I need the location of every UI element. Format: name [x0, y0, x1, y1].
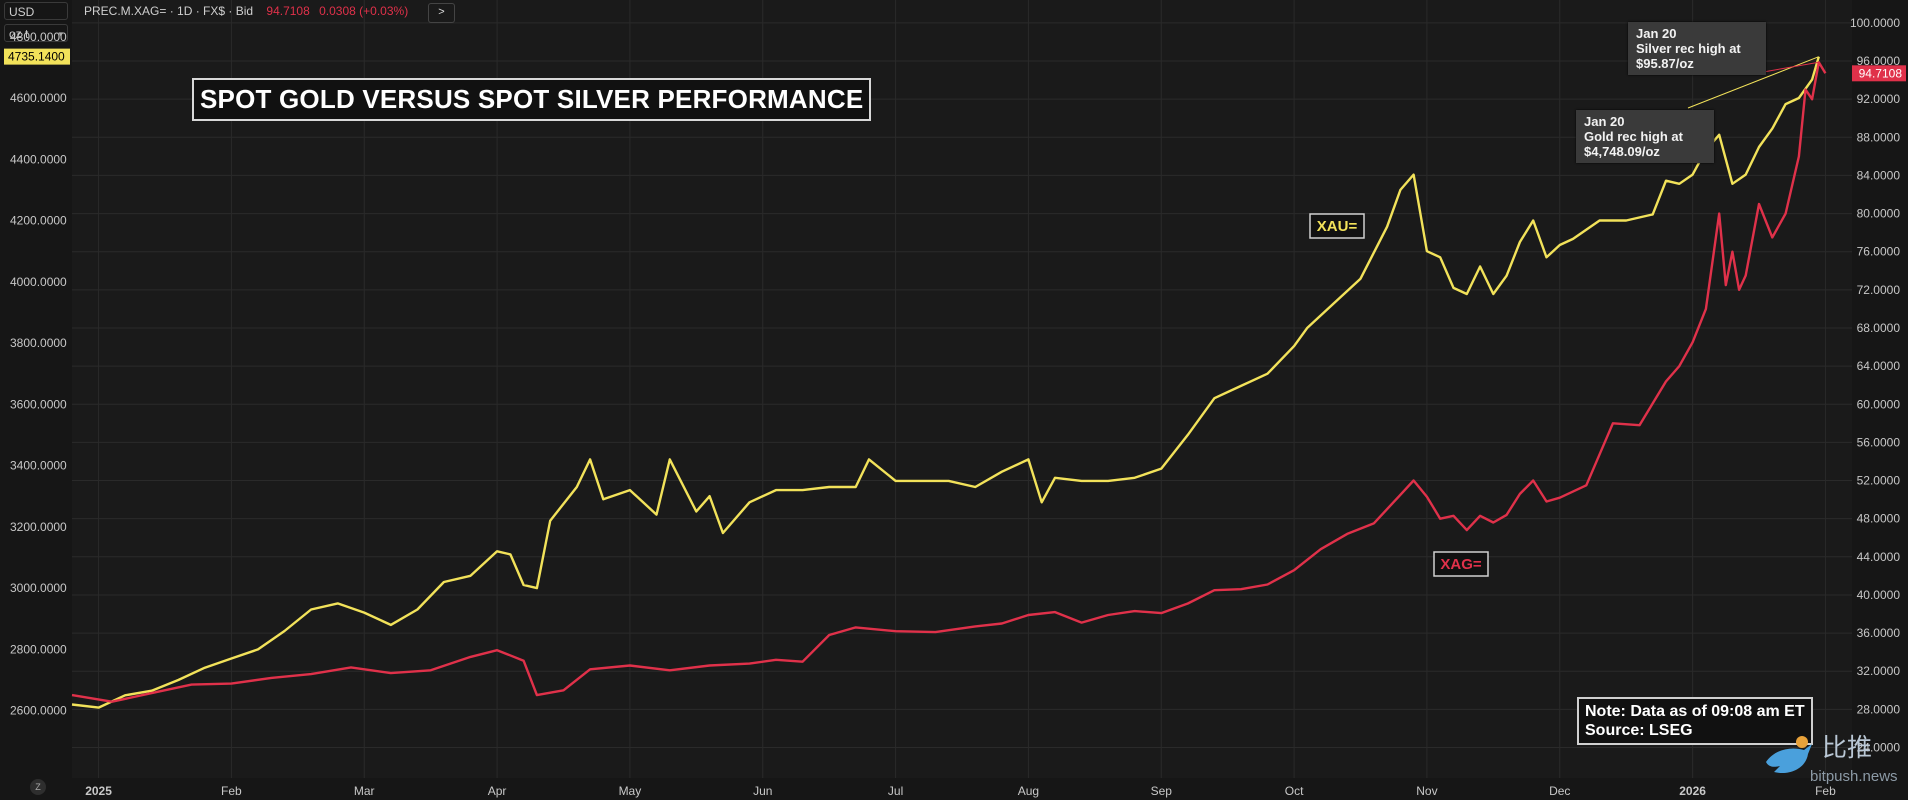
x-axis-tick: Jun: [753, 784, 772, 798]
currency-selector[interactable]: USD: [4, 2, 68, 20]
expand-legend-button[interactable]: >: [428, 3, 455, 23]
left-axis-tick: 3000.0000: [10, 581, 67, 595]
right-axis-tick: 36.0000: [1857, 626, 1901, 640]
silver-series-label: XAG=: [1440, 556, 1482, 573]
right-axis-tick: 96.0000: [1857, 54, 1901, 68]
left-axis-tick: 4000.0000: [10, 275, 67, 289]
watermark-cn: 比推: [1822, 734, 1873, 762]
left-axis-tick: 4800.0000: [10, 30, 67, 44]
silver-ann-date: Jan 20: [1636, 26, 1677, 41]
series-lines: [71, 56, 1827, 709]
silver-series-line: [71, 61, 1827, 703]
gold-last-value-badge: [4, 48, 70, 65]
silver-record-annotation: Jan 20 Silver rec high at $95.87/oz: [1628, 22, 1766, 75]
x-axis-tick: May: [619, 784, 642, 798]
left-axis-tick: 4600.0000: [10, 91, 67, 105]
gold-series-label: XAU=: [1317, 218, 1358, 235]
right-axis-tick: 44.0000: [1857, 550, 1901, 564]
right-axis-tick: 68.0000: [1857, 321, 1901, 335]
right-axis-tick: 88.0000: [1857, 130, 1901, 144]
right-axis-tick: 80.0000: [1857, 207, 1901, 221]
watermark-site: bitpush.news: [1810, 768, 1898, 785]
right-axis-panel: [1852, 0, 1908, 800]
right-axis-tick: 60.0000: [1857, 397, 1901, 411]
x-axis-tick: Dec: [1549, 784, 1570, 798]
x-axis-tick: Nov: [1416, 784, 1437, 798]
gold-last-value: 4735.1400: [8, 50, 65, 64]
right-axis-tick: 40.0000: [1857, 588, 1901, 602]
unit-selector[interactable]: oz t ▾: [4, 24, 68, 42]
silver-last-value-badge: [1852, 65, 1906, 82]
right-axis-tick: 48.0000: [1857, 512, 1901, 526]
silver-last-value: 94.7108: [1859, 66, 1903, 80]
left-axis-tick: 3600.0000: [10, 397, 67, 411]
silver-ann-line1: Silver rec high at: [1636, 41, 1741, 56]
gold-annotation-connector: [1687, 56, 1819, 109]
time-axis-panel: [0, 778, 1908, 800]
right-axis-tick: 64.0000: [1857, 359, 1901, 373]
gold-record-annotation: Jan 20 Gold rec high at $4,748.09/oz: [1576, 110, 1714, 163]
gold-ann-date: Jan 20: [1584, 114, 1625, 129]
x-axis-tick: Feb: [1815, 784, 1836, 798]
left-axis-tick: 3400.0000: [10, 459, 67, 473]
unit-value: oz t: [9, 27, 29, 41]
note-line-2: Source: LSEG: [1585, 722, 1693, 739]
right-axis-tick: 84.0000: [1857, 168, 1901, 182]
gold-series-line: [71, 56, 1820, 709]
left-axis-tick: 4400.0000: [10, 152, 67, 166]
note-line-1: Note: Data as of 09:08 am ET: [1585, 703, 1805, 720]
gold-ann-line2: $4,748.09/oz: [1584, 144, 1660, 159]
right-axis-tick: 56.0000: [1857, 435, 1901, 449]
series-labels: XAU= XAG=: [1309, 213, 1489, 577]
watermark: 比推 bitpush.news: [1760, 728, 1900, 794]
x-axis-tick: Oct: [1285, 784, 1304, 798]
silver-series-label-box: [1433, 551, 1489, 577]
silver-ann-line2: $95.87/oz: [1636, 56, 1694, 71]
left-axis-tick: 2800.0000: [10, 642, 67, 656]
zoom-icon[interactable]: Z: [30, 779, 46, 795]
left-axis-tick: 2600.0000: [10, 704, 67, 718]
instrument-name: PREC.M.XAG= · 1D · FX$ · Bid: [84, 4, 254, 18]
page-title: SPOT GOLD VERSUS SPOT SILVER PERFORMANCE: [192, 78, 872, 121]
chevron-down-icon: ▾: [58, 29, 63, 39]
right-axis-tick: 72.0000: [1857, 283, 1901, 297]
last-price: 94.7108: [266, 4, 310, 18]
right-axis-tick: 76.0000: [1857, 245, 1901, 259]
gold-ann-line1: Gold rec high at: [1584, 129, 1683, 144]
left-axis-tick: 4200.0000: [10, 214, 67, 228]
bird-icon: [1766, 736, 1812, 774]
left-axis-panel: [0, 0, 72, 800]
chart-axes: 2600.0000 2800.0000 3000.0000 3200.0000 3400…: [4, 16, 1906, 798]
left-axis-tick: 3200.0000: [10, 520, 67, 534]
price-change: 0.0308 (+0.03%): [319, 4, 409, 18]
instrument-legend[interactable]: PREC.M.XAG= · 1D · FX$ · Bid 94.7108 0.0…: [84, 4, 408, 18]
currency-value: USD: [9, 5, 35, 19]
x-axis-tick: Mar: [354, 784, 375, 798]
right-axis-tick: 52.0000: [1857, 474, 1901, 488]
chevron-right-icon: >: [438, 6, 445, 18]
x-axis-tick: 2026: [1679, 784, 1706, 798]
right-axis-tick: 32.0000: [1857, 664, 1901, 678]
left-axis-tick: 3800.0000: [10, 336, 67, 350]
x-axis-tick: Feb: [221, 784, 242, 798]
x-axis-tick: Jul: [888, 784, 903, 798]
right-axis-tick: 28.0000: [1857, 702, 1901, 716]
x-axis-tick: Apr: [488, 784, 507, 798]
source-note: Note: Data as of 09:08 am ET Source: LSE…: [1577, 697, 1813, 745]
right-axis-tick: 24.0000: [1857, 740, 1901, 754]
right-axis-tick: 100.0000: [1850, 16, 1900, 30]
right-axis-tick: 92.0000: [1857, 92, 1901, 106]
x-axis-tick: Aug: [1018, 784, 1039, 798]
gold-series-label-box: [1309, 213, 1365, 239]
x-axis-tick: Sep: [1151, 784, 1173, 798]
x-axis-tick: 2025: [85, 784, 112, 798]
